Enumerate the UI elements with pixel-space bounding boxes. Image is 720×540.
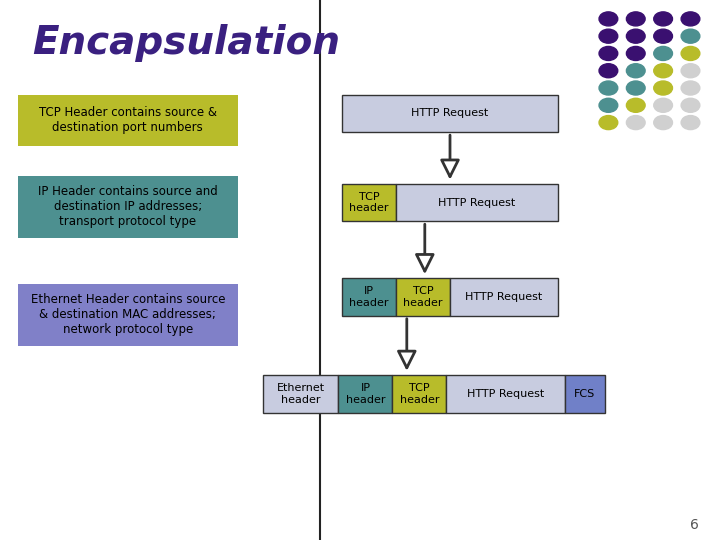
Circle shape [654,29,672,43]
FancyBboxPatch shape [396,278,450,316]
Circle shape [599,29,618,43]
FancyBboxPatch shape [263,375,338,413]
Text: TCP
header: TCP header [349,192,389,213]
FancyBboxPatch shape [18,284,238,346]
FancyBboxPatch shape [396,184,558,221]
FancyBboxPatch shape [392,375,446,413]
Circle shape [654,116,672,130]
FancyBboxPatch shape [450,278,558,316]
Text: Ethernet Header contains source
& destination MAC addresses;
network protocol ty: Ethernet Header contains source & destin… [30,293,225,336]
Circle shape [626,12,645,26]
Circle shape [654,46,672,60]
Circle shape [681,64,700,78]
Circle shape [599,64,618,78]
FancyBboxPatch shape [338,375,392,413]
Circle shape [626,98,645,112]
FancyBboxPatch shape [342,94,558,132]
Circle shape [681,116,700,130]
Text: TCP Header contains source &
destination port numbers: TCP Header contains source & destination… [39,106,217,134]
Text: TCP
header: TCP header [403,286,443,308]
Circle shape [626,64,645,78]
Circle shape [654,98,672,112]
Circle shape [681,29,700,43]
FancyBboxPatch shape [565,375,605,413]
Circle shape [654,12,672,26]
Text: HTTP Request: HTTP Request [411,109,489,118]
Text: FCS: FCS [575,389,595,399]
Circle shape [599,98,618,112]
Circle shape [599,81,618,95]
Circle shape [626,81,645,95]
Circle shape [626,116,645,130]
FancyBboxPatch shape [342,278,396,316]
FancyBboxPatch shape [18,176,238,238]
Text: Encapsulation: Encapsulation [32,24,341,62]
Circle shape [626,29,645,43]
Text: HTTP Request: HTTP Request [467,389,544,399]
Text: HTTP Request: HTTP Request [438,198,516,207]
Text: 6: 6 [690,518,698,532]
Circle shape [681,98,700,112]
FancyBboxPatch shape [18,94,238,146]
Circle shape [681,46,700,60]
Circle shape [681,81,700,95]
Text: IP
header: IP header [349,286,389,308]
FancyBboxPatch shape [342,184,396,221]
Circle shape [599,46,618,60]
Text: IP Header contains source and
destination IP addresses;
transport protocol type: IP Header contains source and destinatio… [38,185,217,228]
Circle shape [654,64,672,78]
FancyBboxPatch shape [446,375,565,413]
Text: HTTP Request: HTTP Request [465,292,543,302]
Circle shape [599,12,618,26]
Circle shape [599,116,618,130]
Text: TCP
header: TCP header [400,383,439,405]
Circle shape [654,81,672,95]
Text: IP
header: IP header [346,383,385,405]
Circle shape [681,12,700,26]
Text: Ethernet
header: Ethernet header [276,383,325,405]
Circle shape [626,46,645,60]
